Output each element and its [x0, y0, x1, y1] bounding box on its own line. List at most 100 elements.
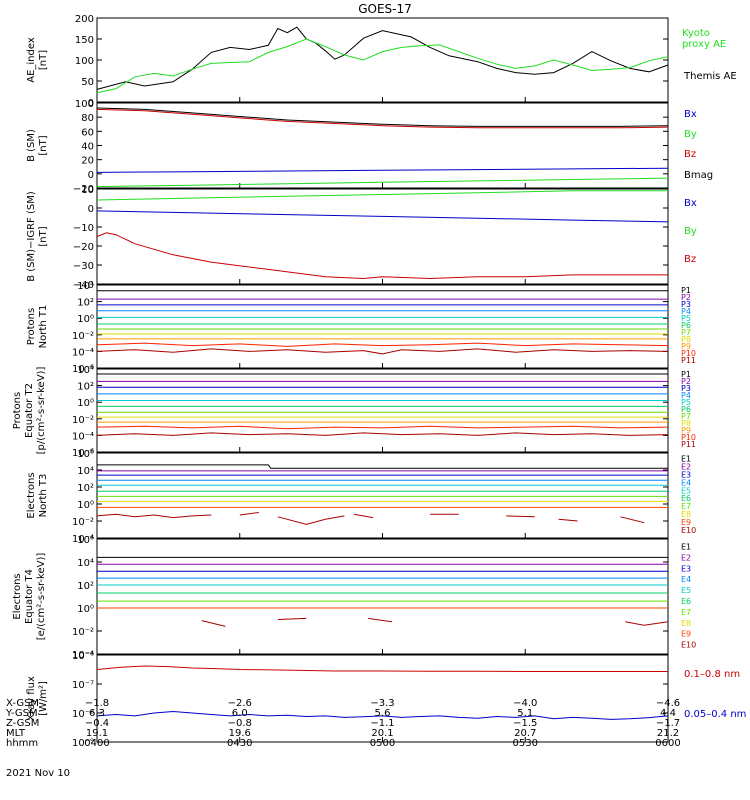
legend-entry: Bx — [684, 198, 697, 209]
legend-entry: E8 — [681, 619, 691, 628]
legend-entry: P2 — [681, 293, 691, 302]
legend-entry: E5 — [681, 486, 691, 495]
y-tick-label: 10⁻⁴ — [72, 650, 94, 661]
legend-entry: Bz — [684, 254, 696, 265]
panel-p1: 10⁻⁶ 10⁻⁴ 10⁻² 10⁰ 10² 10⁴ Protons North T1 P1P2… — [26, 281, 696, 375]
legend-entry: P5 — [681, 398, 691, 407]
x-tick-value: 4.4 — [660, 708, 676, 719]
x-tick-value: 20.1 — [371, 728, 393, 739]
y-tick-label: 10⁻⁴ — [72, 431, 94, 442]
series-p10 — [96, 425, 669, 430]
legend-entry: P7 — [681, 412, 691, 421]
y-tick-label: 20 — [81, 156, 94, 167]
y-axis-label: Xray flux — [26, 676, 37, 721]
series-bz — [96, 232, 668, 280]
panel-frame — [96, 102, 669, 189]
series-e10 — [368, 617, 393, 623]
y-tick-label: 10² — [77, 581, 94, 592]
series-e10 — [620, 516, 645, 524]
series-by — [96, 177, 669, 188]
y-tick-label: 10⁰ — [77, 604, 94, 615]
legend-entry: Bmag — [684, 170, 713, 181]
x-tick-value: −2.6 — [228, 698, 252, 709]
panel-frame — [96, 188, 669, 285]
series-kyoto-proxy-ae — [96, 38, 669, 94]
legend-entry: P11 — [681, 356, 696, 365]
legend-entry: proxy AE — [682, 39, 726, 50]
y-tick-label: 10⁻⁴ — [72, 347, 94, 358]
y-axis-label: North T1 — [38, 305, 49, 349]
legend-entry: P3 — [681, 384, 691, 393]
series-p10 — [96, 342, 669, 347]
legend-entry: P1 — [681, 286, 691, 295]
x-tick-value: −1.8 — [85, 698, 109, 709]
y-tick-label: 10⁻² — [72, 331, 94, 342]
series-0-05-0-4-nm — [96, 710, 669, 720]
x-tick-value: −0.4 — [85, 718, 109, 729]
legend-entry: E3 — [681, 564, 691, 573]
series-themis-ae — [96, 26, 669, 90]
y-tick-label: −10 — [73, 223, 94, 234]
legend-entry: 0.05–0.4 nm — [684, 709, 746, 720]
x-tick-value: −4.0 — [513, 698, 537, 709]
legend-entry: 0.1–0.8 nm — [684, 669, 740, 680]
x-tick-value: 20.7 — [514, 728, 536, 739]
legend-entry: P7 — [681, 328, 691, 337]
y-tick-label: 10⁻⁶ — [72, 364, 94, 375]
y-axis-label: Equator T2 — [24, 383, 35, 438]
y-tick-label: 10⁴ — [77, 558, 94, 569]
x-tick-value: −3.3 — [370, 698, 394, 709]
figure-title: GOES-17 — [358, 2, 412, 16]
legend-entry: E2 — [681, 463, 691, 472]
series-bx — [96, 167, 669, 173]
legend-entry: P1 — [681, 370, 691, 379]
x-tick-value: 19.1 — [86, 728, 108, 739]
y-tick-label: 10⁻² — [72, 415, 94, 426]
legend-entry: P8 — [681, 419, 691, 428]
legend-entry: E3 — [681, 471, 691, 480]
series-e10 — [96, 513, 212, 519]
panel-bdiff: −40 −30 −20 −10 0 10 B (SM)−IGRF (SM) [nT] Bx By B… — [26, 185, 697, 291]
legend-entry: E6 — [681, 597, 691, 606]
y-tick-label: −30 — [73, 261, 94, 272]
x-tick-value: 5.6 — [375, 708, 391, 719]
date-label: 2021 Nov 10 — [6, 768, 70, 779]
y-axis-label: [p/(cm²-s-sr-keV)] — [36, 367, 47, 455]
panel-frame — [96, 284, 669, 369]
legend-entry: E6 — [681, 494, 691, 503]
series-e10 — [201, 620, 226, 627]
y-tick-label: 0 — [88, 204, 94, 215]
series-e10 — [277, 515, 345, 525]
y-tick-label: 10⁻⁶ — [72, 448, 94, 459]
series-0-1-0-8-nm — [96, 665, 668, 672]
legend-entry: E10 — [681, 641, 696, 650]
legend-entry: P9 — [681, 342, 691, 351]
legend-entry: P9 — [681, 426, 691, 435]
legend-entry: P10 — [681, 433, 696, 442]
legend-entry: E7 — [681, 502, 691, 511]
legend-entry: E7 — [681, 608, 691, 617]
y-tick-label: 0 — [88, 98, 94, 109]
legend-entry: E9 — [681, 630, 691, 639]
y-tick-label: 10⁴ — [77, 281, 94, 292]
x-tick-value: 6.3 — [89, 708, 105, 719]
legend-entry: E9 — [681, 518, 691, 527]
y-axis-label: [e/(cm²-s-sr-keV)] — [36, 553, 47, 641]
y-tick-label: 80 — [81, 113, 94, 124]
x-tick-value: 0400 — [84, 738, 109, 749]
legend-entry: P5 — [681, 314, 691, 323]
series-p11 — [96, 432, 669, 436]
legend-entry: P4 — [681, 391, 691, 400]
y-axis-label: Equator T4 — [24, 569, 35, 624]
legend-entry: E4 — [681, 478, 691, 487]
y-tick-label: 10⁻⁸ — [72, 709, 94, 720]
y-tick-label: 10² — [77, 382, 94, 393]
legend-entry: P6 — [681, 405, 691, 414]
panel-frame — [96, 452, 669, 539]
y-tick-label: −40 — [73, 280, 94, 291]
y-tick-label: 150 — [75, 35, 94, 46]
legend-entry: Bz — [684, 149, 696, 160]
x-tick-value: 21.2 — [657, 728, 679, 739]
x-tick-value: 0500 — [370, 738, 395, 749]
